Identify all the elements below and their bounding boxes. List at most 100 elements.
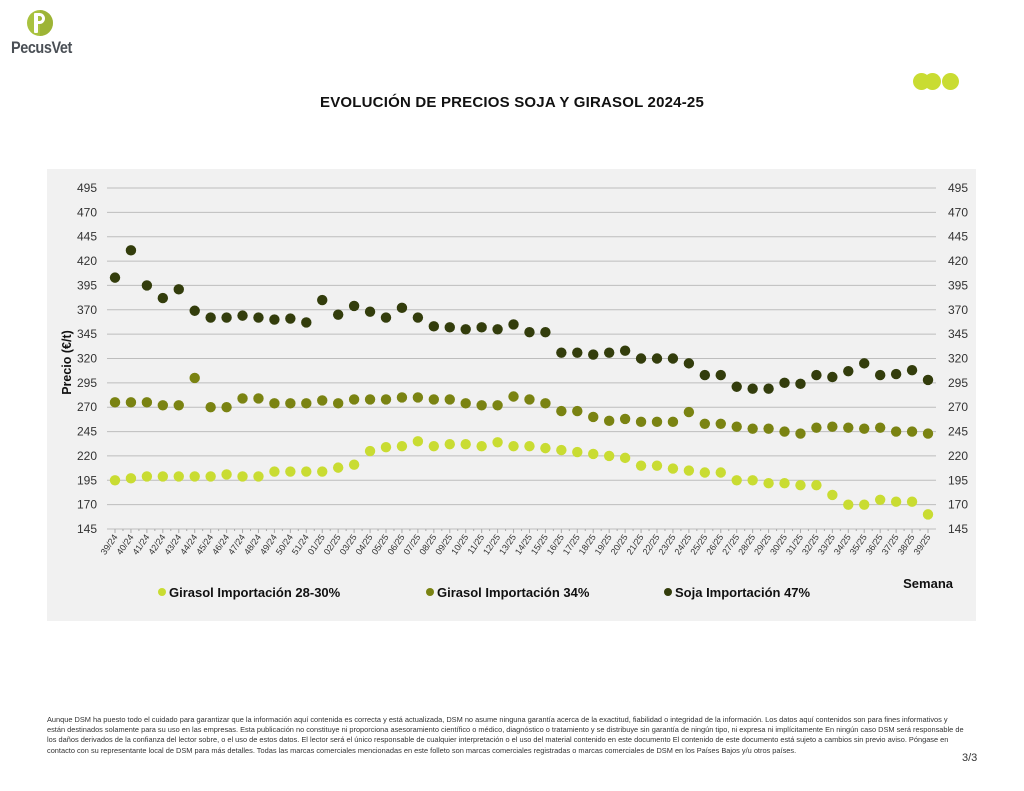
data-point-series-3: [460, 324, 471, 335]
data-point-series-3: [731, 381, 742, 392]
disclaimer-text: Aunque DSM ha puesto todo el cuidado par…: [47, 715, 964, 755]
data-point-series-2: [811, 422, 822, 433]
data-point-series-2: [572, 405, 583, 417]
data-point-series-1: [906, 496, 918, 507]
data-point-series-3: [125, 245, 137, 256]
y-tick-label-right: 220: [948, 449, 968, 463]
y-tick-label-right: 345: [948, 327, 968, 341]
data-point-series-2: [269, 398, 280, 409]
price-chart: 145 145 170 170 195 195 220 220 245 245 270 270 295 2…: [60, 181, 968, 600]
data-point-series-1: [476, 440, 487, 452]
data-point-series-1: [588, 448, 599, 460]
data-point-series-1: [221, 469, 232, 480]
data-point-series-3: [173, 284, 184, 295]
data-point-series-2: [906, 426, 918, 437]
page-title: EVOLUCIÓN DE PRECIOS SOJA Y GIRASOL 2024…: [320, 94, 704, 111]
data-point-series-1: [763, 478, 774, 489]
pecusvet-logo: PecusVet: [10, 8, 80, 58]
data-point-series-3: [683, 358, 695, 369]
y-tick-label-left: 320: [77, 352, 97, 366]
y-tick-label-right: 445: [948, 230, 968, 244]
data-point-series-3: [157, 292, 169, 304]
data-point-series-1: [556, 444, 567, 456]
data-point-series-2: [396, 392, 408, 403]
data-point-series-3: [890, 368, 902, 380]
data-point-series-2: [843, 422, 854, 433]
y-tick-label-right: 145: [948, 522, 968, 536]
x-tick-label: 10/25: [449, 532, 470, 556]
data-point-series-3: [301, 317, 312, 328]
data-point-series-2: [460, 398, 471, 409]
data-point-series-3: [843, 365, 854, 377]
data-point-series-1: [460, 439, 471, 450]
data-point-series-3: [651, 353, 663, 364]
data-point-series-3: [428, 321, 440, 332]
data-point-series-2: [524, 394, 535, 405]
data-point-series-2: [332, 398, 344, 409]
y-tick-label-right: 295: [948, 376, 968, 390]
y-tick-label-right: 495: [948, 181, 968, 195]
data-point-series-1: [301, 466, 312, 477]
data-point-series-3: [556, 347, 567, 358]
data-point-series-1: [428, 440, 440, 452]
data-point-series-1: [922, 509, 934, 520]
data-point-series-3: [667, 353, 679, 364]
legend-label-series-3: Soja Importación 47%: [675, 585, 811, 600]
y-tick-label-left: 395: [77, 278, 97, 292]
data-point-series-3: [380, 312, 392, 323]
data-point-series-3: [109, 272, 121, 283]
data-point-series-3: [492, 324, 503, 335]
data-point-series-3: [763, 383, 774, 394]
data-point-series-3: [779, 377, 790, 389]
data-point-series-1: [269, 466, 280, 477]
data-point-series-2: [603, 415, 615, 427]
data-point-series-2: [508, 391, 519, 402]
data-point-series-2: [221, 402, 232, 413]
data-point-series-3: [859, 358, 870, 369]
data-point-series-2: [795, 428, 806, 439]
x-tick-label: 39/25: [912, 532, 933, 556]
data-point-series-1: [396, 440, 408, 452]
data-point-series-1: [508, 440, 519, 452]
data-point-series-3: [540, 326, 551, 338]
data-point-series-2: [173, 400, 184, 411]
data-point-series-3: [253, 312, 264, 323]
data-point-series-3: [237, 310, 248, 321]
data-point-series-2: [715, 418, 726, 429]
data-point-series-1: [173, 471, 184, 482]
data-point-series-2: [428, 394, 440, 405]
data-point-series-2: [492, 400, 503, 411]
data-point-series-3: [317, 294, 328, 306]
data-point-series-1: [285, 466, 296, 477]
data-point-series-1: [205, 471, 216, 482]
data-point-series-2: [444, 394, 455, 405]
data-point-series-2: [731, 421, 742, 432]
y-tick-label-left: 270: [77, 400, 97, 414]
data-point-series-3: [348, 300, 360, 312]
data-point-series-2: [619, 413, 631, 425]
data-point-series-3: [922, 374, 934, 386]
data-point-series-1: [859, 499, 870, 510]
data-point-series-3: [795, 378, 806, 390]
data-point-series-1: [540, 442, 551, 454]
y-tick-label-right: 320: [948, 352, 968, 366]
brand-name: PecusVet: [11, 38, 72, 57]
data-point-series-2: [364, 394, 376, 405]
y-tick-label-right: 170: [948, 498, 968, 512]
data-point-series-1: [253, 471, 264, 482]
data-point-series-3: [396, 302, 408, 314]
data-point-series-2: [412, 392, 424, 403]
data-point-series-2: [874, 422, 886, 433]
data-point-series-3: [189, 305, 200, 316]
data-point-series-2: [651, 416, 663, 428]
data-point-series-1: [715, 467, 726, 478]
data-point-series-2: [109, 397, 121, 408]
data-point-series-2: [859, 423, 870, 434]
data-point-series-2: [827, 421, 838, 432]
data-point-series-1: [747, 475, 758, 486]
data-point-series-2: [125, 397, 137, 408]
data-point-series-1: [667, 463, 679, 474]
data-point-series-3: [699, 369, 711, 381]
data-point-series-1: [619, 452, 631, 464]
logo-p-icon: [27, 10, 53, 36]
